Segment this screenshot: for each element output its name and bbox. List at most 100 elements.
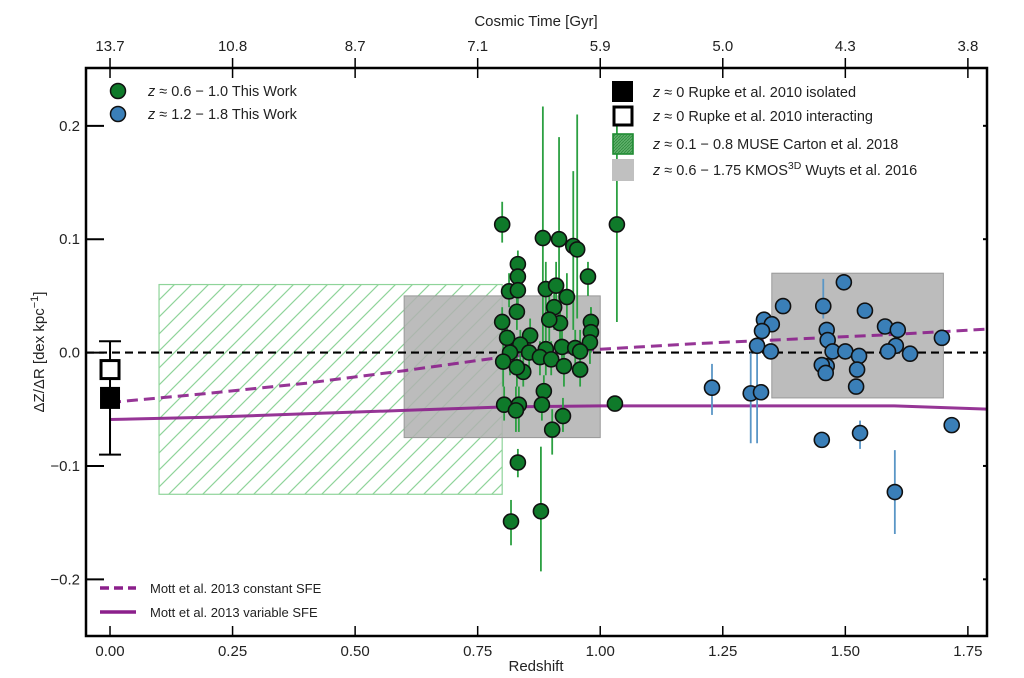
blue-data-point xyxy=(889,321,907,339)
blue-data-point xyxy=(837,343,854,360)
blue-data-point xyxy=(856,302,874,319)
rupke-markers xyxy=(99,340,122,456)
top-tick-label: 7.1 xyxy=(467,38,488,55)
blue-data-point xyxy=(762,343,780,360)
green-data-point xyxy=(555,357,573,375)
x-tick-label: 0.75 xyxy=(463,643,492,660)
top-axis-ticks: 13.7 10.8 8.7 7.1 5.9 5.0 4.3 3.8 xyxy=(95,38,978,78)
green-data-point xyxy=(502,513,520,530)
legend-bottom-left: Mott et al. 2013 constant SFE Mott et al… xyxy=(100,581,322,620)
top-tick-label: 13.7 xyxy=(95,38,124,55)
green-data-point xyxy=(509,268,527,285)
green-data-point xyxy=(558,288,576,306)
green-data-point xyxy=(493,313,511,331)
green-data-point xyxy=(508,303,526,321)
blue-data-point xyxy=(848,361,866,378)
legend-top-right: z ≈ 0 Rupke et al. 2010 isolated z ≈ 0 R… xyxy=(612,81,917,181)
legend-label-rupke-interacting: z ≈ 0 Rupke et al. 2010 interacting xyxy=(652,109,873,125)
top-axis-title: Cosmic Time [Gyr] xyxy=(474,13,597,30)
green-data-point xyxy=(533,396,551,414)
green-data-point xyxy=(509,281,527,299)
y-axis-title-sup: −1 xyxy=(29,296,41,309)
green-data-point xyxy=(534,229,552,247)
legend-marker-kmos xyxy=(612,159,634,181)
blue-data-point xyxy=(847,378,865,395)
green-data-point xyxy=(571,343,589,360)
legend-label-green: z ≈ 0.6 − 1.0 This Work xyxy=(147,84,298,100)
y-tick-label: 0.1 xyxy=(59,231,80,248)
legend-marker-rupke-interacting xyxy=(612,105,634,127)
legend-marker-muse xyxy=(612,133,634,155)
y-axis-title-main: ΔZ/ΔR [dex kpc xyxy=(31,308,48,413)
top-tick-label: 10.8 xyxy=(218,38,247,55)
blue-data-point xyxy=(943,416,961,434)
top-tick-label: 5.9 xyxy=(590,38,611,55)
rupke-isolated-marker xyxy=(100,386,121,409)
green-data-point xyxy=(532,502,550,520)
green-data-point xyxy=(568,241,586,258)
legend-label-variable-sfe: Mott et al. 2013 variable SFE xyxy=(150,605,318,620)
legend-label-muse: z ≈ 0.1 − 0.8 MUSE Carton et al. 2018 xyxy=(652,137,898,153)
green-data-point xyxy=(606,395,624,412)
green-data-point xyxy=(547,277,565,294)
blue-data-point xyxy=(851,424,869,442)
y-axis-ticks: −0.2 −0.1 0.0 0.1 0.2 xyxy=(50,118,987,588)
legend-marker-rupke-isolated xyxy=(612,81,633,102)
blue-data-point xyxy=(753,322,771,340)
green-data-point xyxy=(494,353,512,370)
blue-data-point xyxy=(748,337,766,355)
legend-marker-blue xyxy=(109,105,127,123)
legend-marker-green xyxy=(109,82,127,100)
green-data-point xyxy=(542,351,560,368)
y-axis-title: ΔZ/ΔR [dex kpc−1] xyxy=(29,292,48,413)
blue-data-point xyxy=(933,329,951,347)
legend-top-left: z ≈ 0.6 − 1.0 This Work z ≈ 1.2 − 1.8 Th… xyxy=(109,82,298,123)
y-tick-label: −0.1 xyxy=(50,458,80,475)
top-tick-label: 8.7 xyxy=(345,38,366,55)
blue-data-point xyxy=(813,431,831,449)
y-tick-label: −0.2 xyxy=(50,571,80,588)
variable-sfe-line xyxy=(109,404,987,421)
blue-data-point xyxy=(817,364,835,382)
data-points xyxy=(493,216,961,530)
top-tick-label: 4.3 xyxy=(835,38,856,55)
x-tick-label: 1.75 xyxy=(953,643,982,660)
y-tick-label: 0.2 xyxy=(59,118,80,135)
green-data-point xyxy=(579,268,597,285)
green-data-point xyxy=(608,216,626,233)
x-tick-label: 0.50 xyxy=(341,643,370,660)
y-tick-label: 0.0 xyxy=(59,345,80,362)
green-data-point xyxy=(550,230,568,248)
green-data-point xyxy=(507,402,525,419)
green-data-point xyxy=(543,421,561,438)
top-tick-label: 5.0 xyxy=(712,38,733,55)
top-tick-label: 3.8 xyxy=(957,38,978,55)
x-tick-label: 1.50 xyxy=(831,643,860,660)
x-tick-label: 0.00 xyxy=(95,643,124,660)
blue-data-point xyxy=(752,383,770,401)
blue-data-point xyxy=(901,345,919,363)
blue-data-point xyxy=(835,273,853,291)
x-tick-label: 0.25 xyxy=(218,643,247,660)
green-data-point xyxy=(535,382,553,400)
green-data-point xyxy=(571,361,589,378)
legend-label-kmos: z ≈ 0.6 − 1.75 KMOS3D Wuyts et al. 2016 xyxy=(652,160,917,179)
legend-label-rupke-isolated: z ≈ 0 Rupke et al. 2010 isolated xyxy=(652,85,856,101)
x-tick-label: 1.00 xyxy=(586,643,615,660)
green-data-point xyxy=(493,216,511,233)
blue-data-point xyxy=(703,379,721,397)
x-axis-ticks: 0.00 0.25 0.50 0.75 1.00 1.25 1.50 1.75 xyxy=(95,626,982,660)
green-data-point xyxy=(509,454,527,471)
blue-data-point xyxy=(814,297,832,315)
blue-data-point xyxy=(886,483,904,501)
green-data-point xyxy=(554,407,572,425)
legend-label-constant-sfe: Mott et al. 2013 constant SFE xyxy=(150,581,322,596)
legend-label-blue: z ≈ 1.2 − 1.8 This Work xyxy=(147,107,298,123)
green-data-point xyxy=(508,359,526,376)
green-data-point xyxy=(540,311,558,328)
blue-data-point xyxy=(774,297,792,315)
rupke-interacting-marker xyxy=(99,359,121,381)
x-axis-title: Redshift xyxy=(508,658,564,675)
y-axis-title-tail: ] xyxy=(31,292,48,296)
